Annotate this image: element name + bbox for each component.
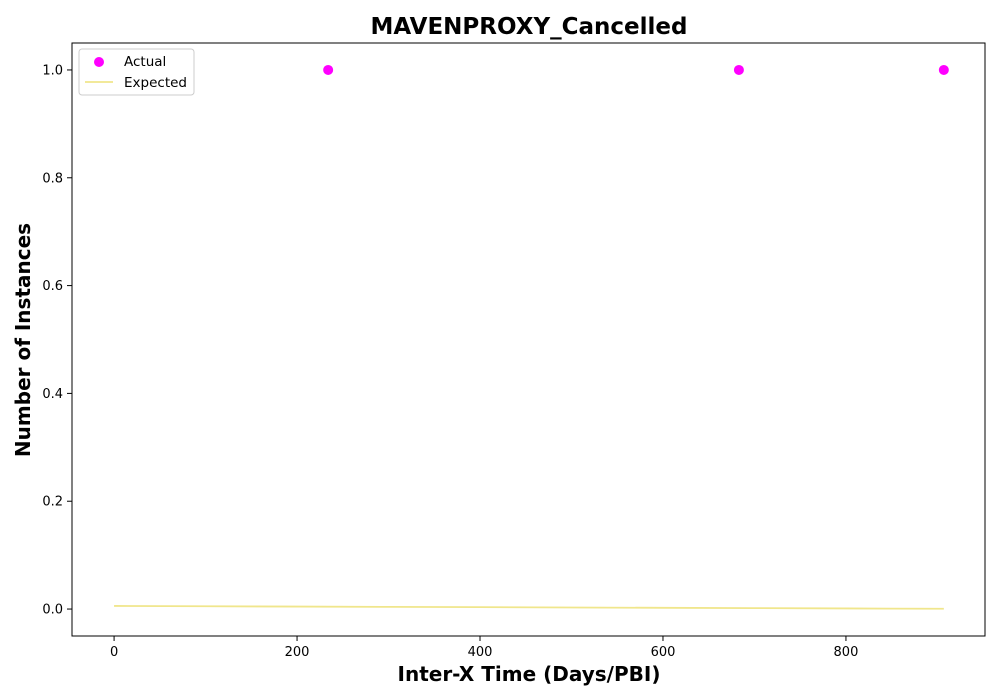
y-tick-label: 0.8 — [42, 171, 63, 186]
x-axis: 0 200 400 600 800 — [110, 636, 858, 660]
plot-area: 0 200 400 600 800 0.0 0.2 0.4 0.6 0.8 1.0 — [42, 42, 986, 660]
y-tick-label: 0.0 — [42, 603, 63, 618]
actual-point — [323, 64, 334, 75]
y-tick-label: 1.0 — [42, 63, 63, 78]
y-tick-label: 0.2 — [42, 495, 63, 510]
legend-box — [78, 48, 195, 96]
expected-line — [114, 605, 944, 610]
y-axis-label: Number of Instances — [11, 223, 35, 457]
actual-point — [733, 64, 744, 75]
legend-label-expected: Expected — [124, 75, 187, 91]
x-tick-label: 200 — [285, 645, 310, 660]
x-tick-label: 600 — [651, 645, 676, 660]
legend-label-actual: Actual — [124, 54, 166, 70]
y-tick-label: 0.6 — [42, 279, 63, 294]
actual-point — [938, 64, 949, 75]
x-tick-label: 0 — [110, 645, 118, 660]
plot-frame — [71, 42, 986, 637]
y-axis: 0.0 0.2 0.4 0.6 0.8 1.0 — [42, 63, 72, 618]
x-tick-label: 400 — [468, 645, 493, 660]
legend: Actual Expected — [78, 48, 195, 96]
x-axis-label: Inter-X Time (Days/PBI) — [398, 662, 661, 686]
chart-title: MAVENPROXY_Cancelled — [371, 14, 688, 40]
legend-marker-actual — [94, 57, 104, 67]
x-tick-label: 800 — [834, 645, 859, 660]
y-tick-label: 0.4 — [42, 387, 63, 402]
series-layer — [114, 64, 949, 610]
